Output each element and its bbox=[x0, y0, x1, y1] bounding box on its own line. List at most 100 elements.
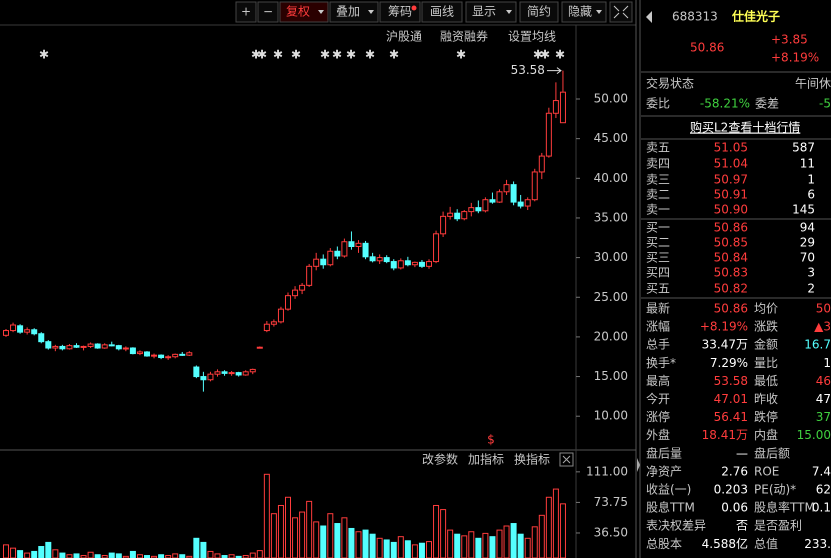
volume-bar bbox=[207, 550, 214, 558]
candle-body bbox=[136, 351, 143, 355]
candle-body bbox=[108, 344, 115, 347]
candle-body bbox=[454, 212, 461, 220]
collapse-arrow[interactable] bbox=[637, 458, 640, 472]
candle-body bbox=[256, 346, 263, 349]
candle-body bbox=[144, 351, 150, 357]
stock-name: 仕佳光子 bbox=[731, 9, 780, 24]
candle-body bbox=[277, 308, 284, 323]
volume-bar bbox=[447, 529, 454, 558]
dropdown-arrow bbox=[506, 10, 512, 14]
toolbar-link[interactable]: 设置均线 bbox=[508, 30, 556, 44]
volume-bar bbox=[369, 533, 376, 558]
stat-value: 4.588亿 bbox=[702, 536, 748, 551]
stat-value: 0.1 bbox=[812, 501, 831, 515]
stat-label: 最低 bbox=[754, 374, 778, 388]
volume-bar bbox=[496, 529, 503, 558]
dropdown-arrow bbox=[318, 10, 324, 14]
candle-body bbox=[38, 333, 45, 343]
candle-body bbox=[418, 261, 425, 267]
stat-label: ROE bbox=[754, 464, 779, 478]
volume-bar bbox=[59, 552, 66, 558]
candle-body bbox=[87, 343, 94, 347]
stat-value: 53.58 bbox=[714, 374, 748, 388]
volume-bar bbox=[228, 554, 235, 558]
status-label: 交易状态 bbox=[646, 76, 694, 91]
candle-body bbox=[165, 356, 172, 359]
volume-bar bbox=[475, 537, 482, 558]
book-label: 买五 bbox=[646, 282, 670, 296]
book-price: 50.85 bbox=[714, 236, 748, 250]
y-tick-label: 20.00 bbox=[594, 329, 628, 343]
indicator-button[interactable]: 换指标 bbox=[514, 452, 550, 467]
volume-bar bbox=[172, 553, 179, 558]
indicator-button[interactable]: 加指标 bbox=[468, 452, 504, 467]
book-volume: 94 bbox=[800, 221, 815, 235]
book-price: 50.97 bbox=[714, 173, 748, 187]
stat-value: ▲3 bbox=[814, 320, 831, 334]
stat-value: — bbox=[736, 446, 748, 460]
stat-label: 表决权差异 bbox=[646, 519, 706, 533]
toolbar-button[interactable] bbox=[519, 1, 559, 23]
volume-bar bbox=[426, 541, 432, 558]
candle-body bbox=[482, 199, 489, 212]
toolbar-button[interactable] bbox=[379, 1, 421, 23]
toolbar-button[interactable] bbox=[421, 1, 463, 23]
candle-body bbox=[270, 321, 277, 325]
candle-body bbox=[299, 284, 306, 291]
stat-value: 2.76 bbox=[721, 464, 748, 478]
toolbar-button[interactable] bbox=[279, 1, 329, 23]
volume-bar bbox=[503, 525, 510, 558]
back-arrow[interactable] bbox=[646, 11, 652, 23]
fullscreen-button[interactable] bbox=[609, 1, 633, 23]
stat-value: 16.7 bbox=[804, 338, 831, 352]
volume-bar bbox=[440, 509, 447, 558]
volume-bar bbox=[461, 535, 468, 558]
candle-body bbox=[24, 329, 31, 333]
toolbar-label: 隐藏 bbox=[568, 5, 592, 19]
book-volume: 1 bbox=[807, 173, 815, 187]
volume-bar bbox=[129, 550, 136, 558]
candle-body bbox=[510, 184, 517, 203]
close-button[interactable] bbox=[559, 452, 574, 467]
toolbar-button[interactable] bbox=[465, 1, 517, 23]
event-marker: ✱ bbox=[291, 48, 301, 62]
indicator-button[interactable]: 改参数 bbox=[422, 452, 458, 467]
y-tick-label: 45.00 bbox=[594, 131, 628, 145]
book-price: 50.84 bbox=[714, 251, 748, 265]
toolbar-button[interactable] bbox=[235, 1, 257, 23]
book-volume: 587 bbox=[792, 141, 815, 155]
toolbar-button[interactable] bbox=[257, 1, 279, 23]
y-tick-label: 35.00 bbox=[594, 210, 628, 224]
candle-body bbox=[235, 372, 242, 376]
candle-body bbox=[390, 261, 397, 269]
volume-bar bbox=[306, 500, 313, 558]
l2-link[interactable]: 购买L2查看十档行情 bbox=[690, 120, 800, 135]
candle-body bbox=[475, 207, 482, 212]
event-marker: ✱ bbox=[332, 48, 342, 62]
toolbar-button[interactable] bbox=[561, 1, 607, 23]
stat-label: 涨停 bbox=[646, 409, 670, 424]
volume-bar bbox=[517, 533, 524, 558]
volume-bar bbox=[256, 550, 263, 558]
event-marker: ✱ bbox=[555, 48, 565, 62]
candle-body bbox=[45, 341, 52, 349]
candle-body bbox=[503, 184, 510, 193]
candle-body bbox=[306, 265, 313, 286]
volume-bar bbox=[38, 546, 45, 558]
candle-body bbox=[129, 347, 136, 355]
stat-label: 总股本 bbox=[646, 537, 682, 551]
y-tick-label: 15.00 bbox=[594, 369, 628, 383]
toolbar-button[interactable] bbox=[329, 1, 379, 23]
stat-label: 跌停 bbox=[754, 409, 778, 424]
dropdown-arrow bbox=[596, 10, 602, 14]
volume-bar bbox=[193, 537, 200, 558]
stat-label: 净资产 bbox=[646, 464, 682, 478]
stat-label: 金额 bbox=[754, 337, 778, 352]
volume-bar bbox=[45, 541, 52, 558]
candle-body bbox=[383, 257, 390, 263]
volume-bar bbox=[545, 496, 552, 558]
book-price: 50.90 bbox=[714, 203, 748, 217]
toolbar-link[interactable]: 沪股通 bbox=[386, 30, 422, 44]
toolbar-link[interactable]: 融资融券 bbox=[440, 29, 488, 44]
